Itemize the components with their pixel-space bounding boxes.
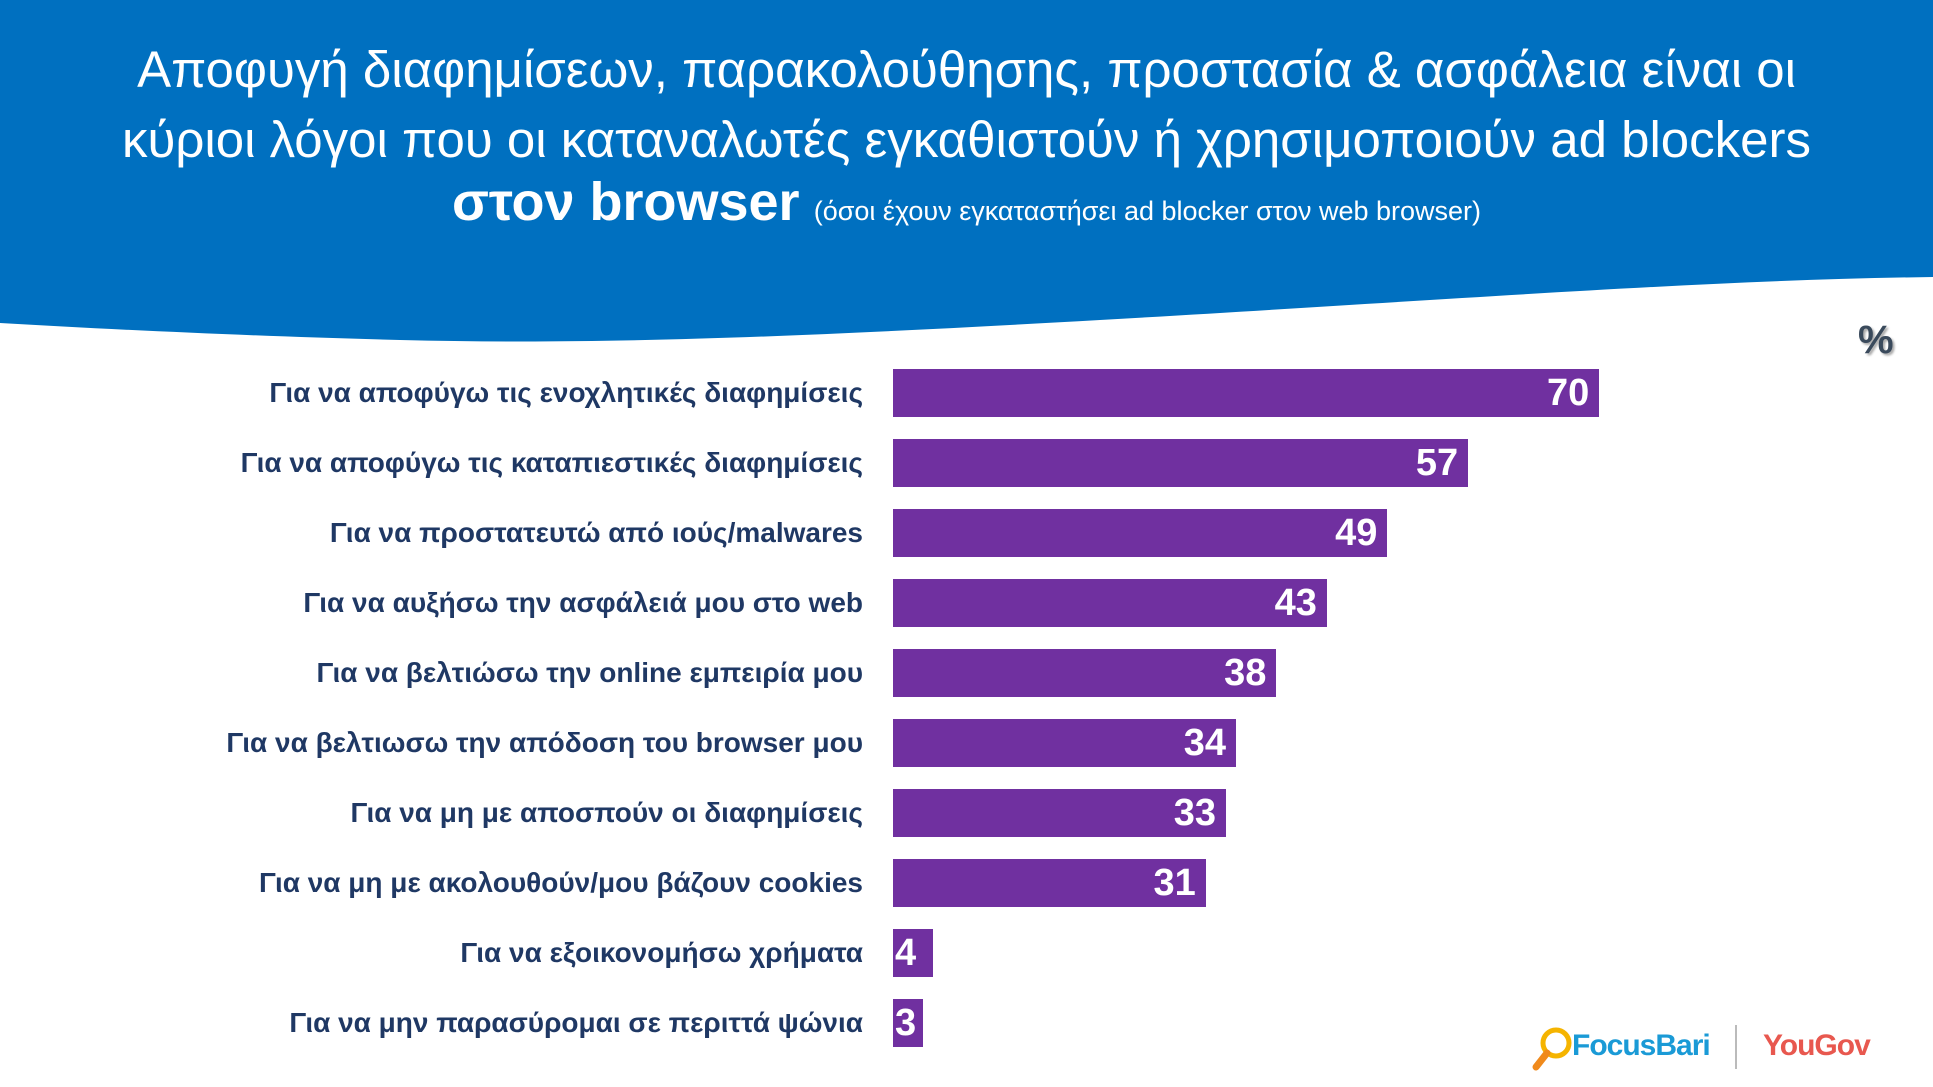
data-label: 34 [1183,722,1227,764]
category-label: Για να αποφύγω τις ενοχλητικές διαφημίσε… [269,377,863,408]
header-wave [0,0,1933,342]
category-label: Για να μη με αποσπούν οι διαφημίσεις [350,797,863,828]
data-label: 3 [895,1002,917,1044]
data-label: 49 [1335,512,1378,554]
bar [893,719,1237,767]
yougov-logo: YouGov [1763,1029,1871,1062]
title-line-1: Αποφυγή διαφημίσεων, παρακολούθησης, προ… [137,41,1796,98]
bar [893,369,1600,417]
bar [893,929,934,977]
data-label: 57 [1415,442,1459,484]
category-label: Για να προστατευτώ από ιούς/malwares [329,517,863,548]
bar [893,649,1277,697]
title-line-3: στον browser (όσοι έχουν εγκαταστήσει ad… [0,172,1933,241]
bar [893,789,1226,837]
unit-label: % [1858,318,1894,362]
bar [893,859,1206,907]
data-label: 33 [1173,792,1216,834]
category-label: Για να βελτιώσω την online εμπειρία μου [316,657,863,688]
category-label: Για να εξοικονομήσω χρήματα [460,937,863,968]
data-label: 4 [895,932,917,974]
focusbari-magnifier-icon [1532,1027,1572,1071]
bar [893,509,1388,557]
data-label: 70 [1547,372,1590,414]
category-label: Για να μη με ακολουθούν/μου βάζουν cooki… [259,867,863,898]
bar [893,439,1469,487]
data-label: 31 [1153,862,1196,904]
category-label: Για να βελτιωσω την απόδοση του browser … [226,727,863,758]
subtitle: (όσοι έχουν εγκαταστήσει ad blocker στον… [813,196,1482,226]
logo-divider [1735,1025,1737,1069]
bar [893,999,924,1047]
data-label: 43 [1274,582,1317,624]
data-label: 38 [1224,652,1267,694]
bar [893,579,1327,627]
title-bold: στον browser [451,172,800,232]
title-line-2: κύριοι λόγοι που οι καταναλωτές εγκαθιστ… [121,111,1812,168]
category-label: Για να μην παρασύρομαι σε περιττά ψώνια [289,1007,863,1038]
category-label: Για να αυξήσω την ασφάλειά μου στο web [303,587,863,618]
focusbari-logo: FocusBari [1572,1029,1711,1062]
category-label: Για να αποφύγω τις καταπιεστικές διαφημί… [240,447,863,478]
header-background [0,0,1933,342]
